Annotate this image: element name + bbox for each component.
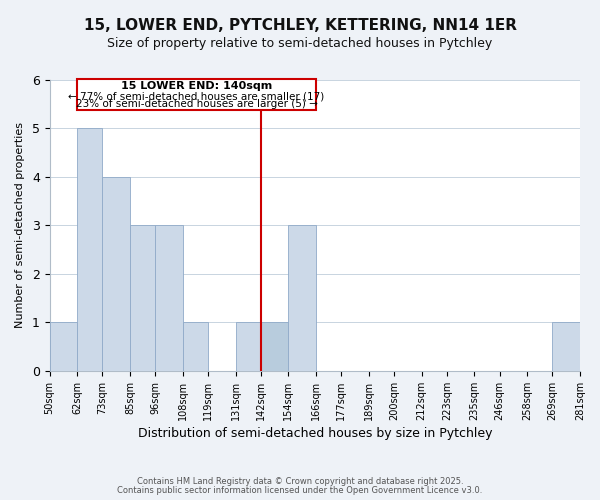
- Bar: [289, 226, 316, 371]
- Bar: [103, 177, 130, 371]
- Y-axis label: Number of semi-detached properties: Number of semi-detached properties: [15, 122, 25, 328]
- Bar: [236, 322, 261, 371]
- Bar: [130, 226, 155, 371]
- Bar: [183, 322, 208, 371]
- Text: 15 LOWER END: 140sqm: 15 LOWER END: 140sqm: [121, 82, 272, 92]
- X-axis label: Distribution of semi-detached houses by size in Pytchley: Distribution of semi-detached houses by …: [137, 427, 492, 440]
- Text: Size of property relative to semi-detached houses in Pytchley: Size of property relative to semi-detach…: [107, 38, 493, 51]
- Text: ← 77% of semi-detached houses are smaller (17): ← 77% of semi-detached houses are smalle…: [68, 91, 325, 101]
- Bar: [77, 128, 103, 371]
- Bar: [155, 226, 183, 371]
- Bar: [553, 322, 580, 371]
- Text: Contains public sector information licensed under the Open Government Licence v3: Contains public sector information licen…: [118, 486, 482, 495]
- Text: 15, LOWER END, PYTCHLEY, KETTERING, NN14 1ER: 15, LOWER END, PYTCHLEY, KETTERING, NN14…: [83, 18, 517, 32]
- Text: Contains HM Land Registry data © Crown copyright and database right 2025.: Contains HM Land Registry data © Crown c…: [137, 477, 463, 486]
- Bar: [261, 322, 289, 371]
- Text: 23% of semi-detached houses are larger (5) →: 23% of semi-detached houses are larger (…: [76, 99, 317, 109]
- Bar: [50, 322, 77, 371]
- FancyBboxPatch shape: [77, 79, 316, 110]
